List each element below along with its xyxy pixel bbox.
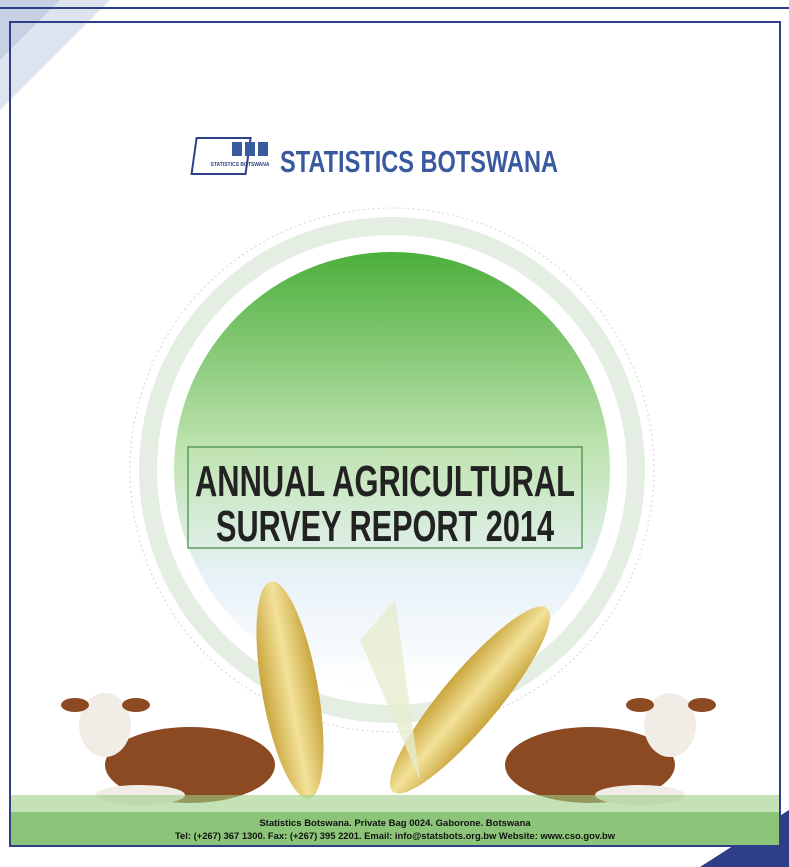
frame (9, 21, 781, 847)
dotted-ring (129, 207, 655, 733)
organization-name: STATISTICS BOTSWANA (280, 144, 558, 179)
logo-text: STATISTICS BOTSWANA (211, 162, 270, 168)
footer-bar (11, 812, 779, 845)
green-circle (174, 252, 610, 688)
footer-line: Statistics Botswana. Private Bag 0024. G… (259, 818, 531, 829)
grass (11, 795, 779, 813)
title-line: ANNUAL AGRICULTURAL (195, 457, 575, 506)
title-line: SURVEY REPORT 2014 (216, 502, 554, 551)
title-box (187, 446, 583, 549)
footer-line: Tel: (+267) 367 1300. Fax: (+267) 395 22… (175, 831, 616, 842)
corner-stripe (0, 0, 60, 60)
logo: STATISTICS BOTSWANA (190, 137, 270, 175)
corn (256, 581, 551, 799)
cow-right (505, 693, 716, 805)
cow-left (61, 693, 275, 805)
